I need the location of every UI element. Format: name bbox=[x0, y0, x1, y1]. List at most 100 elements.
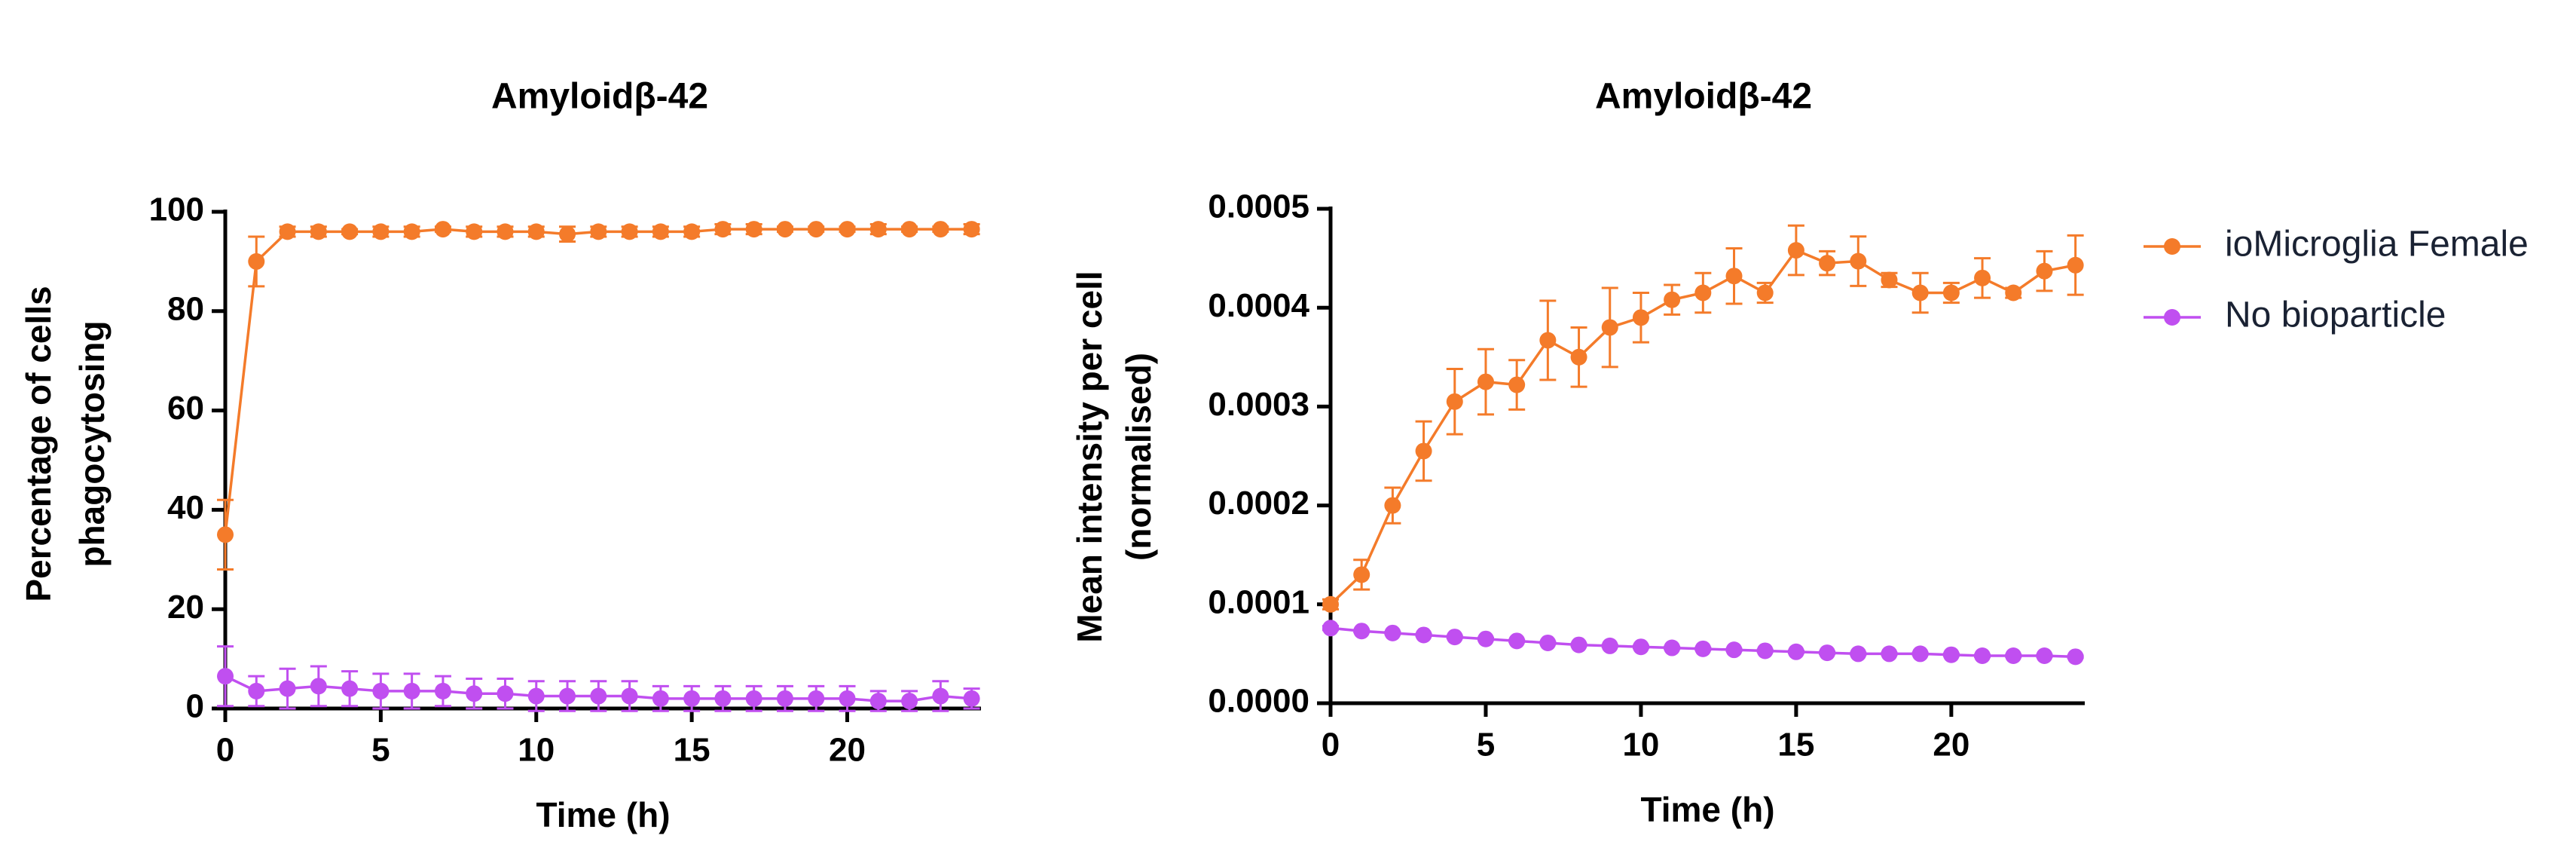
point bbox=[559, 225, 576, 243]
y-tick-label: 0.0005 bbox=[1208, 188, 1309, 225]
point bbox=[839, 690, 856, 707]
point bbox=[745, 221, 762, 238]
point bbox=[1415, 442, 1432, 460]
point bbox=[652, 223, 669, 240]
series bbox=[217, 645, 980, 712]
point bbox=[2067, 648, 2084, 666]
point bbox=[1384, 624, 1401, 641]
series bbox=[1322, 224, 2084, 613]
point bbox=[527, 223, 545, 240]
point bbox=[1756, 284, 1774, 301]
point bbox=[808, 690, 825, 707]
point bbox=[1974, 647, 1991, 665]
x-tick-label: 5 bbox=[371, 732, 390, 769]
y-axis-title: phagocytosing bbox=[72, 320, 112, 567]
point bbox=[1787, 643, 1804, 660]
legend-label: No bioparticle bbox=[2225, 295, 2446, 335]
point bbox=[341, 680, 359, 697]
x-axis-title: Time (h) bbox=[536, 795, 670, 834]
x-tick-label: 20 bbox=[1933, 727, 1969, 764]
y-tick-label: 100 bbox=[149, 191, 204, 228]
point bbox=[1539, 332, 1557, 349]
point bbox=[310, 678, 327, 695]
series bbox=[1322, 620, 2084, 666]
point bbox=[248, 682, 265, 699]
point bbox=[1384, 497, 1401, 514]
point bbox=[590, 687, 607, 705]
point bbox=[776, 690, 793, 707]
x-tick-label: 10 bbox=[1622, 727, 1659, 764]
point bbox=[1756, 642, 1774, 660]
point bbox=[963, 221, 980, 238]
point bbox=[869, 693, 887, 710]
point bbox=[2005, 647, 2022, 665]
point bbox=[621, 687, 638, 705]
point bbox=[2036, 262, 2053, 280]
point bbox=[1477, 630, 1494, 647]
x-tick-label: 10 bbox=[518, 732, 555, 769]
y-axis-title: Mean intensity per cell bbox=[1070, 271, 1109, 642]
point bbox=[372, 223, 390, 240]
point bbox=[683, 690, 701, 707]
point bbox=[1787, 242, 1804, 259]
y-tick-label: 40 bbox=[167, 489, 204, 526]
y-tick-label: 0.0002 bbox=[1208, 485, 1309, 522]
point bbox=[2005, 284, 2022, 301]
point bbox=[839, 221, 856, 238]
point bbox=[1353, 623, 1371, 640]
y-tick-label: 0.0004 bbox=[1208, 287, 1309, 324]
point bbox=[372, 682, 390, 699]
point bbox=[1942, 646, 1960, 663]
point bbox=[279, 223, 296, 240]
point bbox=[1601, 637, 1618, 654]
point bbox=[1819, 644, 1836, 662]
legend-label: ioMicroglia Female bbox=[2225, 225, 2529, 265]
chart-title: Amyloidβ-42 bbox=[1595, 77, 1812, 117]
point bbox=[1911, 284, 1929, 301]
x-tick-label: 15 bbox=[1777, 727, 1814, 764]
x-tick-label: 5 bbox=[1477, 727, 1495, 764]
point bbox=[310, 223, 327, 240]
point bbox=[1539, 634, 1557, 651]
point bbox=[932, 221, 949, 238]
y-tick-label: 80 bbox=[167, 290, 204, 327]
y-tick-label: 0.0003 bbox=[1208, 386, 1309, 423]
point bbox=[1632, 638, 1649, 656]
point bbox=[1850, 252, 1867, 270]
point bbox=[714, 690, 732, 707]
y-tick-label: 0.0000 bbox=[1208, 683, 1309, 720]
point bbox=[776, 221, 793, 238]
legend-marker bbox=[2164, 238, 2180, 255]
point bbox=[1911, 645, 1929, 663]
point bbox=[1353, 566, 1371, 583]
point bbox=[963, 690, 980, 707]
point bbox=[434, 221, 451, 238]
chart-title: Amyloidβ-42 bbox=[491, 77, 708, 117]
series-line bbox=[224, 228, 972, 535]
point bbox=[1850, 645, 1867, 663]
point bbox=[901, 693, 918, 710]
point bbox=[403, 223, 420, 240]
point bbox=[217, 668, 234, 685]
point bbox=[1694, 284, 1712, 301]
point bbox=[1881, 645, 1898, 663]
point bbox=[745, 690, 762, 707]
point bbox=[1446, 629, 1463, 646]
point bbox=[1570, 636, 1587, 653]
point bbox=[217, 526, 234, 543]
x-tick-label: 20 bbox=[829, 732, 866, 769]
y-tick-label: 20 bbox=[167, 589, 204, 626]
x-axis-title: Time (h) bbox=[1640, 790, 1774, 829]
point bbox=[808, 221, 825, 238]
point bbox=[652, 690, 669, 707]
point bbox=[1508, 376, 1526, 393]
point bbox=[1974, 269, 1991, 286]
y-tick-label: 0 bbox=[186, 688, 204, 725]
point bbox=[932, 687, 949, 705]
point bbox=[1477, 373, 1494, 390]
point bbox=[590, 223, 607, 240]
point bbox=[403, 682, 420, 699]
point bbox=[341, 223, 359, 240]
